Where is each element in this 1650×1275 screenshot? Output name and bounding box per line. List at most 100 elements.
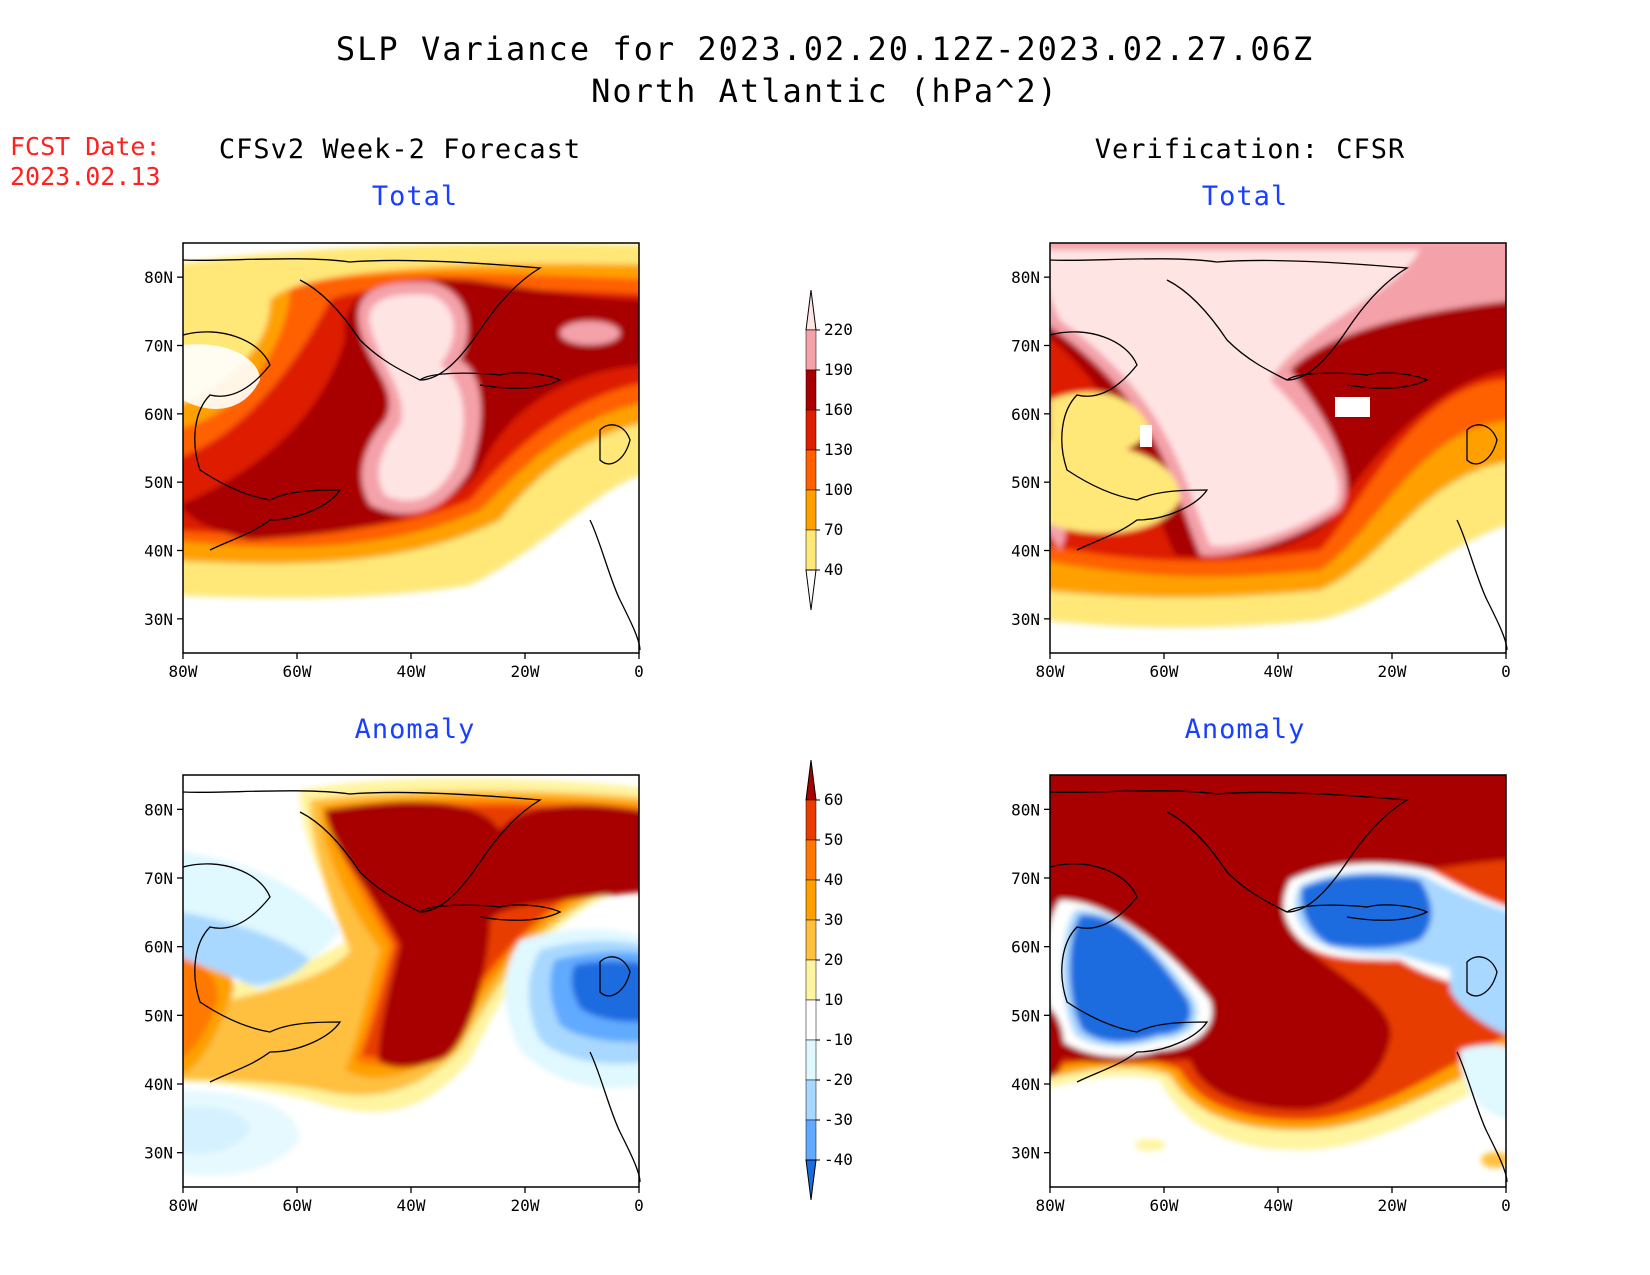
- panel-title-forecast-anomaly: Anomaly: [354, 714, 476, 745]
- colorbar-segment: [805, 1079, 817, 1121]
- lat-label-forecast-total: 80N: [144, 268, 173, 287]
- panel-title-verification-total: Total: [1201, 181, 1289, 212]
- lat-label-verification-anomaly: 40N: [1011, 1075, 1040, 1094]
- lat-label-forecast-total: 60N: [144, 405, 173, 424]
- colorbar-segment: [805, 1119, 817, 1161]
- colorbar-end-top: [805, 759, 817, 801]
- colorbar-label: 50: [824, 830, 843, 849]
- forecast-total-map: [183, 243, 639, 653]
- lat-label-forecast-total: 30N: [144, 610, 173, 629]
- lon-label-forecast-anomaly: 80W: [169, 1196, 198, 1215]
- axis-ticks: 80N 70N 60N 50N 40N 30N 80W 60W 40W 20W 0 80N 70N 60N…: [144, 268, 1511, 1215]
- colorbar-segment: [805, 1039, 817, 1081]
- lat-label-verification-total: 30N: [1011, 610, 1040, 629]
- lat-label-forecast-anomaly: 80N: [144, 800, 173, 819]
- lon-label-verification-anomaly: 0: [1501, 1196, 1511, 1215]
- coastline-verification-anomaly: [1049, 790, 1508, 1183]
- coastlines: [182, 258, 1508, 1183]
- verification-anomaly-map: [1050, 775, 1506, 1187]
- coastline-forecast-anomaly: [182, 790, 641, 1183]
- colorbar-segment: [805, 409, 817, 451]
- lat-label-verification-total: 70N: [1011, 337, 1040, 356]
- colorbar-end-bottom: [805, 1159, 817, 1201]
- lon-label-verification-total: 80W: [1036, 662, 1065, 681]
- lon-label-verification-anomaly: 80W: [1036, 1196, 1065, 1215]
- colorbar-end-top: [805, 289, 817, 331]
- colorbar-label: 70: [824, 520, 843, 539]
- lon-label-forecast-anomaly: 20W: [511, 1196, 540, 1215]
- lon-label-verification-total: 60W: [1150, 662, 1179, 681]
- fcst-date-value: 2023.02.13: [10, 162, 161, 191]
- colorbar-label: 30: [824, 910, 843, 929]
- colorbar-label: -10: [824, 1030, 853, 1049]
- colorbar-label: 100: [824, 480, 853, 499]
- colorbar-segment: [805, 999, 817, 1041]
- lon-label-forecast-total: 20W: [511, 662, 540, 681]
- coastline-forecast-total: [182, 258, 641, 651]
- lon-label-verification-anomaly: 40W: [1264, 1196, 1293, 1215]
- lat-label-forecast-anomaly: 30N: [144, 1144, 173, 1163]
- title-line2: North Atlantic (hPa^2): [591, 72, 1059, 110]
- colorbar-segment: [805, 449, 817, 491]
- lon-label-verification-total: 20W: [1378, 662, 1407, 681]
- colorbar-segment: [805, 839, 817, 881]
- lon-label-forecast-total: 40W: [397, 662, 426, 681]
- colorbar-segment: [805, 369, 817, 411]
- colorbar-label: 60: [824, 790, 843, 809]
- lon-label-verification-anomaly: 20W: [1378, 1196, 1407, 1215]
- lon-label-forecast-total: 60W: [283, 662, 312, 681]
- colorbar-label: 10: [824, 990, 843, 1009]
- colorbar-label: 220: [824, 320, 853, 339]
- lat-label-verification-total: 50N: [1011, 473, 1040, 492]
- panel-title-verification-anomaly: Anomaly: [1184, 714, 1306, 745]
- colorbar-segment: [805, 489, 817, 531]
- lon-label-verification-total: 0: [1501, 662, 1511, 681]
- lat-label-forecast-anomaly: 60N: [144, 938, 173, 957]
- colorbar-label: 130: [824, 440, 853, 459]
- colorbar-label: 20: [824, 950, 843, 969]
- colorbar-segment: [805, 799, 817, 841]
- column-title-verification: Verification: CFSR: [1094, 134, 1406, 165]
- colorbar-total: 220 190 160 130 100 70 40: [805, 289, 853, 611]
- coastline-verification-total: [1049, 258, 1508, 651]
- forecast-anomaly-map: [183, 775, 639, 1187]
- lat-label-verification-anomaly: 60N: [1011, 938, 1040, 957]
- lat-label-verification-anomaly: 30N: [1011, 1144, 1040, 1163]
- colorbar-anomaly: 60 50 40 30 20 10 -10 -20 -30 -40: [805, 759, 853, 1201]
- lat-label-verification-total: 80N: [1011, 268, 1040, 287]
- colorbar-label: -40: [824, 1150, 853, 1169]
- lat-label-verification-anomaly: 70N: [1011, 869, 1040, 888]
- lat-label-forecast-total: 40N: [144, 542, 173, 561]
- column-title-forecast: CFSv2 Week-2 Forecast: [218, 134, 582, 165]
- lon-label-forecast-anomaly: 0: [634, 1196, 644, 1215]
- colorbar-end-bottom: [805, 569, 817, 611]
- lat-label-verification-anomaly: 50N: [1011, 1006, 1040, 1025]
- colorbar-segment: [805, 879, 817, 921]
- fcst-date: FCST Date: 2023.02.13: [10, 132, 161, 192]
- colorbar-label: 40: [824, 560, 843, 579]
- colorbar-label: -20: [824, 1070, 853, 1089]
- lat-label-forecast-anomaly: 40N: [144, 1075, 173, 1094]
- lon-label-forecast-total: 80W: [169, 662, 198, 681]
- lon-label-verification-total: 40W: [1264, 662, 1293, 681]
- panel-title-forecast-total: Total: [371, 181, 459, 212]
- lat-label-verification-total: 40N: [1011, 542, 1040, 561]
- colorbar-segment: [805, 959, 817, 1001]
- lat-label-verification-total: 60N: [1011, 405, 1040, 424]
- colorbar-label: 40: [824, 870, 843, 889]
- colorbar-label: -30: [824, 1110, 853, 1129]
- lon-label-verification-anomaly: 60W: [1150, 1196, 1179, 1215]
- colorbar-label: 160: [824, 400, 853, 419]
- lat-label-verification-anomaly: 80N: [1011, 800, 1040, 819]
- lon-label-forecast-total: 0: [634, 662, 644, 681]
- colorbar-segment: [805, 919, 817, 961]
- lat-label-forecast-total: 50N: [144, 473, 173, 492]
- colorbar-segment: [805, 529, 817, 571]
- lon-label-forecast-anomaly: 40W: [397, 1196, 426, 1215]
- verification-total-map: [1050, 243, 1506, 653]
- title-line1: SLP Variance for 2023.02.20.12Z-2023.02.…: [335, 30, 1315, 68]
- lat-label-forecast-anomaly: 70N: [144, 869, 173, 888]
- lat-label-forecast-total: 70N: [144, 337, 173, 356]
- colorbar-label: 190: [824, 360, 853, 379]
